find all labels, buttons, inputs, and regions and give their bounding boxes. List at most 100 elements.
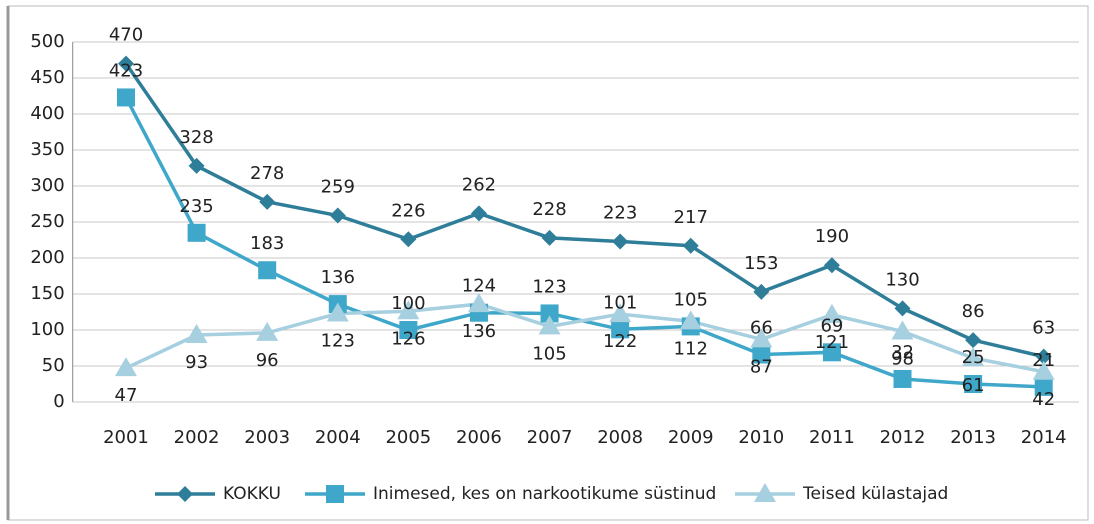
marker	[893, 369, 912, 388]
marker	[612, 233, 629, 250]
x-tick-label: 2005	[385, 427, 431, 448]
marker	[326, 302, 349, 322]
data-label: 63	[1032, 318, 1055, 339]
marker	[962, 347, 985, 367]
data-label: 235	[179, 196, 213, 217]
marker	[400, 231, 417, 248]
data-label: 86	[962, 301, 985, 322]
marker	[750, 328, 773, 348]
marker	[326, 485, 344, 503]
marker	[114, 357, 137, 377]
data-label: 126	[391, 328, 425, 349]
marker	[754, 483, 776, 502]
marker	[965, 332, 982, 349]
series-line	[124, 62, 1045, 359]
data-label: 328	[179, 127, 213, 148]
marker	[329, 207, 346, 224]
x-tick-label: 2004	[315, 427, 361, 448]
data-label: 123	[321, 330, 355, 351]
y-tick-label: 150	[30, 283, 64, 304]
marker	[752, 345, 771, 364]
data-label: 21	[1032, 350, 1055, 371]
data-label: 47	[115, 385, 138, 406]
marker	[609, 303, 632, 323]
marker	[467, 293, 490, 313]
data-label: 183	[250, 233, 284, 254]
marker	[1035, 348, 1052, 365]
y-tick-label: 100	[30, 319, 64, 340]
data-label: 217	[674, 207, 708, 228]
data-label: 96	[256, 350, 279, 371]
legend-label: Teised külastajad	[802, 484, 948, 504]
y-tick-label: 350	[30, 139, 64, 160]
marker	[1034, 377, 1053, 396]
data-label: 105	[532, 343, 566, 364]
x-tick-label: 2007	[527, 427, 573, 448]
marker	[1032, 360, 1055, 380]
data-label: 423	[109, 60, 143, 81]
data-label: 136	[462, 321, 496, 342]
y-tick-label: 400	[30, 103, 64, 124]
legend-label: KOKKU	[223, 484, 281, 504]
data-label: 121	[815, 332, 849, 353]
x-tick-label: 2008	[597, 427, 643, 448]
marker	[964, 375, 983, 393]
data-label: 101	[603, 292, 637, 313]
series-line	[125, 302, 1045, 374]
data-label: 93	[185, 352, 208, 373]
data-label: 69	[820, 315, 843, 336]
x-tick-label: 2003	[244, 427, 290, 448]
marker	[470, 205, 487, 222]
data-label: 470	[109, 25, 143, 46]
data-label: 190	[815, 226, 849, 247]
x-tick-label: 2002	[174, 427, 220, 448]
legend-label: Inimesed, kes on narkootikume süstinud	[373, 484, 716, 504]
marker	[177, 486, 193, 502]
marker	[397, 300, 420, 320]
marker	[258, 261, 277, 280]
data-label: 123	[532, 276, 566, 297]
marker	[538, 315, 561, 335]
data-label: 130	[885, 269, 919, 290]
x-tick-label: 2009	[668, 427, 714, 448]
y-tick-label: 200	[30, 247, 64, 268]
marker	[891, 320, 914, 340]
marker	[540, 304, 559, 323]
data-label: 124	[462, 276, 496, 297]
marker	[541, 229, 558, 246]
y-tick-label: 0	[53, 391, 64, 412]
marker	[185, 324, 208, 344]
x-tick-label: 2013	[950, 427, 996, 448]
data-label: 42	[1032, 389, 1055, 410]
marker	[679, 310, 702, 330]
marker	[259, 193, 276, 210]
marker	[823, 257, 840, 274]
data-label: 122	[603, 331, 637, 352]
data-label: 262	[462, 174, 496, 195]
data-label: 66	[750, 317, 773, 338]
data-label: 278	[250, 163, 284, 184]
marker	[753, 283, 770, 300]
data-label: 226	[391, 200, 425, 221]
marker	[116, 88, 135, 107]
x-tick-label: 2001	[103, 427, 149, 448]
y-tick-label: 450	[30, 67, 64, 88]
data-label: 153	[744, 253, 778, 274]
x-tick-label: 2014	[1021, 427, 1067, 448]
marker	[188, 157, 205, 174]
y-tick-label: 250	[30, 211, 64, 232]
y-tick-label: 500	[30, 31, 64, 52]
marker	[822, 343, 841, 362]
data-label: 223	[603, 202, 637, 223]
marker	[256, 321, 279, 341]
marker	[820, 303, 843, 323]
marker	[682, 237, 699, 254]
marker	[399, 321, 418, 339]
data-label: 32	[891, 342, 914, 363]
x-tick-label: 2006	[456, 427, 502, 448]
x-tick-label: 2012	[880, 427, 926, 448]
data-label: 98	[891, 348, 914, 369]
data-label: 259	[321, 177, 355, 198]
data-label: 112	[674, 338, 708, 359]
marker	[187, 223, 206, 242]
